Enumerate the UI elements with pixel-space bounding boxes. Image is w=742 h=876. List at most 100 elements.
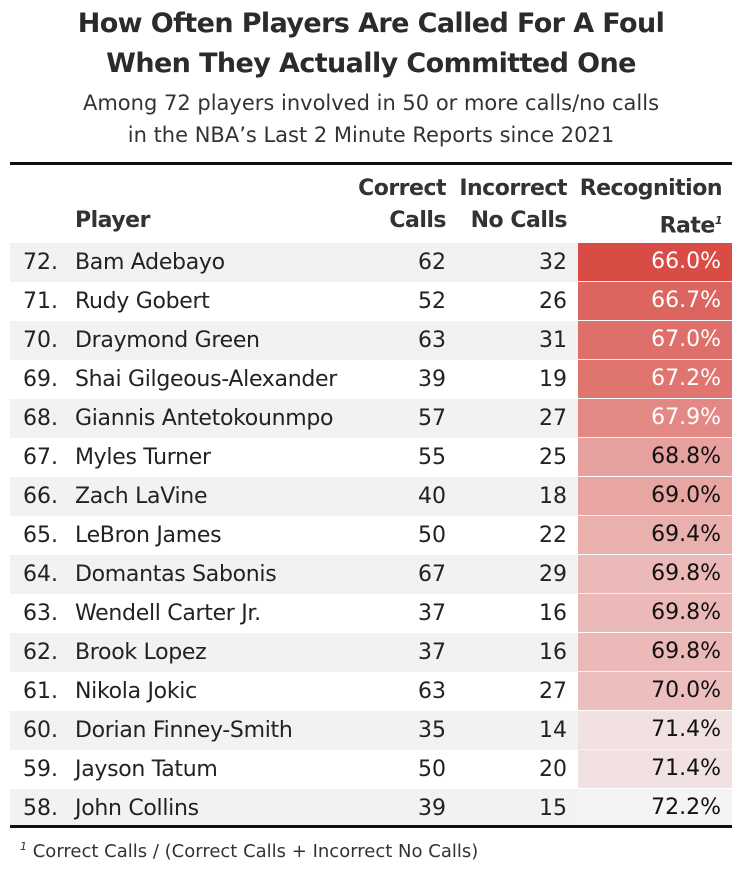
rank-cell: 63. (23, 601, 58, 626)
footnote-text: Correct Calls / (Correct Calls + Incorre… (32, 841, 479, 862)
recognition-rate-cell: 68.8% (578, 438, 732, 476)
table-row: 63. Wendell Carter Jr. 37 16 69.8% (10, 594, 732, 633)
name-cell: Bam Adebayo (75, 250, 225, 275)
recognition-rate-cell: 72.2% (578, 789, 732, 827)
chart-title-line2: When They Actually Committed One (106, 48, 636, 79)
recognition-rate-cell: 69.8% (578, 594, 732, 632)
recognition-rate-value: 66.0% (651, 249, 721, 274)
recognition-rate-value: 68.8% (651, 444, 721, 469)
correct-calls-cell: 62 (418, 250, 446, 275)
incorrect-no-calls-cell: 18 (539, 484, 567, 509)
recognition-rate-cell: 69.8% (578, 555, 732, 593)
recognition-rate-cell: 66.0% (578, 243, 732, 281)
header-rate-line2: Rate1 (570, 205, 723, 242)
correct-calls-cell: 35 (418, 718, 446, 743)
table-row: 71. Rudy Gobert 52 26 66.7% (10, 282, 732, 321)
footnote-marker: 1 (20, 840, 27, 853)
incorrect-no-calls-cell: 27 (539, 679, 567, 704)
footnote: 1 Correct Calls / (Correct Calls + Incor… (20, 840, 478, 862)
header-correct-line1: Correct (358, 176, 446, 201)
incorrect-no-calls-cell: 29 (539, 562, 567, 587)
recognition-rate-cell: 66.7% (578, 282, 732, 320)
rank-cell: 66. (23, 484, 58, 509)
rank-cell: 72. (23, 250, 58, 275)
recognition-rate-cell: 67.9% (578, 399, 732, 437)
table-row: 60. Dorian Finney-Smith 35 14 71.4% (10, 711, 732, 750)
name-cell: Giannis Antetokounmpo (75, 406, 334, 431)
table-row: 66. Zach LaVine 40 18 69.0% (10, 477, 732, 516)
correct-calls-cell: 57 (418, 406, 446, 431)
recognition-rate-value: 70.0% (651, 678, 721, 703)
correct-calls-cell: 39 (418, 796, 446, 821)
correct-calls-cell: 50 (418, 523, 446, 548)
table-top-rule (10, 162, 732, 165)
incorrect-no-calls-cell: 16 (539, 640, 567, 665)
name-cell: Nikola Jokic (75, 679, 197, 704)
incorrect-no-calls-cell: 31 (539, 328, 567, 353)
header-rate-footnote-marker: 1 (714, 214, 723, 227)
table-row: 67. Myles Turner 55 25 68.8% (10, 438, 732, 477)
rank-cell: 71. (23, 289, 58, 314)
rank-cell: 64. (23, 562, 58, 587)
rank-cell: 61. (23, 679, 58, 704)
name-cell: Zach LaVine (75, 484, 208, 509)
name-cell: LeBron James (75, 523, 222, 548)
incorrect-no-calls-cell: 16 (539, 601, 567, 626)
recognition-rate-cell: 71.4% (578, 711, 732, 749)
incorrect-no-calls-cell: 15 (539, 796, 567, 821)
correct-calls-cell: 40 (418, 484, 446, 509)
table-row: 65. LeBron James 50 22 69.4% (10, 516, 732, 555)
header-rate-label: Rate (659, 213, 716, 239)
correct-calls-cell: 37 (418, 640, 446, 665)
incorrect-no-calls-cell: 25 (539, 445, 567, 470)
incorrect-no-calls-cell: 27 (539, 406, 567, 431)
recognition-rate-value: 69.8% (651, 561, 721, 586)
table-row: 58. John Collins 39 15 72.2% (10, 789, 732, 828)
header-player: Player (75, 208, 150, 233)
rank-cell: 67. (23, 445, 58, 470)
incorrect-no-calls-cell: 22 (539, 523, 567, 548)
recognition-rate-value: 69.8% (651, 639, 721, 664)
table-row: 62. Brook Lopez 37 16 69.8% (10, 633, 732, 672)
incorrect-no-calls-cell: 19 (539, 367, 567, 392)
name-cell: Dorian Finney-Smith (75, 718, 293, 743)
table-row: 59. Jayson Tatum 50 20 71.4% (10, 750, 732, 789)
name-cell: John Collins (75, 796, 199, 821)
recognition-rate-cell: 67.2% (578, 360, 732, 398)
rank-cell: 59. (23, 757, 58, 782)
name-cell: Jayson Tatum (75, 757, 218, 782)
rank-cell: 58. (23, 796, 58, 821)
table-row: 69. Shai Gilgeous-Alexander 39 19 67.2% (10, 360, 732, 399)
correct-calls-cell: 52 (418, 289, 446, 314)
incorrect-no-calls-cell: 32 (539, 250, 567, 275)
recognition-rate-cell: 67.0% (578, 321, 732, 359)
incorrect-no-calls-cell: 14 (539, 718, 567, 743)
chart-subtitle-line2: in the NBA’s Last 2 Minute Reports since… (127, 123, 615, 147)
incorrect-no-calls-cell: 20 (539, 757, 567, 782)
name-cell: Brook Lopez (75, 640, 207, 665)
recognition-rate-cell: 70.0% (578, 672, 732, 710)
table-row: 70. Draymond Green 63 31 67.0% (10, 321, 732, 360)
rank-cell: 68. (23, 406, 58, 431)
chart-subtitle-line1: Among 72 players involved in 50 or more … (82, 91, 660, 115)
rank-cell: 65. (23, 523, 58, 548)
chart-title-line1: How Often Players Are Called For A Foul (77, 8, 665, 39)
header-incorrect-line2: No Calls (470, 208, 568, 233)
recognition-rate-value: 67.0% (651, 327, 721, 352)
rank-cell: 62. (23, 640, 58, 665)
recognition-rate-value: 69.8% (651, 600, 721, 625)
recognition-rate-cell: 69.8% (578, 633, 732, 671)
rank-cell: 69. (23, 367, 58, 392)
table-bottom-rule (10, 825, 732, 828)
correct-calls-cell: 63 (418, 679, 446, 704)
rank-cell: 60. (23, 718, 58, 743)
header-correct-line2: Calls (389, 208, 446, 233)
name-cell: Shai Gilgeous-Alexander (75, 367, 337, 392)
recognition-rate-value: 67.9% (651, 405, 721, 430)
name-cell: Draymond Green (75, 328, 260, 353)
header-incorrect-line1: Incorrect (459, 176, 567, 201)
recognition-rate-value: 71.4% (651, 756, 721, 781)
correct-calls-cell: 50 (418, 757, 446, 782)
incorrect-no-calls-cell: 26 (539, 289, 567, 314)
recognition-rate-value: 67.2% (651, 366, 721, 391)
